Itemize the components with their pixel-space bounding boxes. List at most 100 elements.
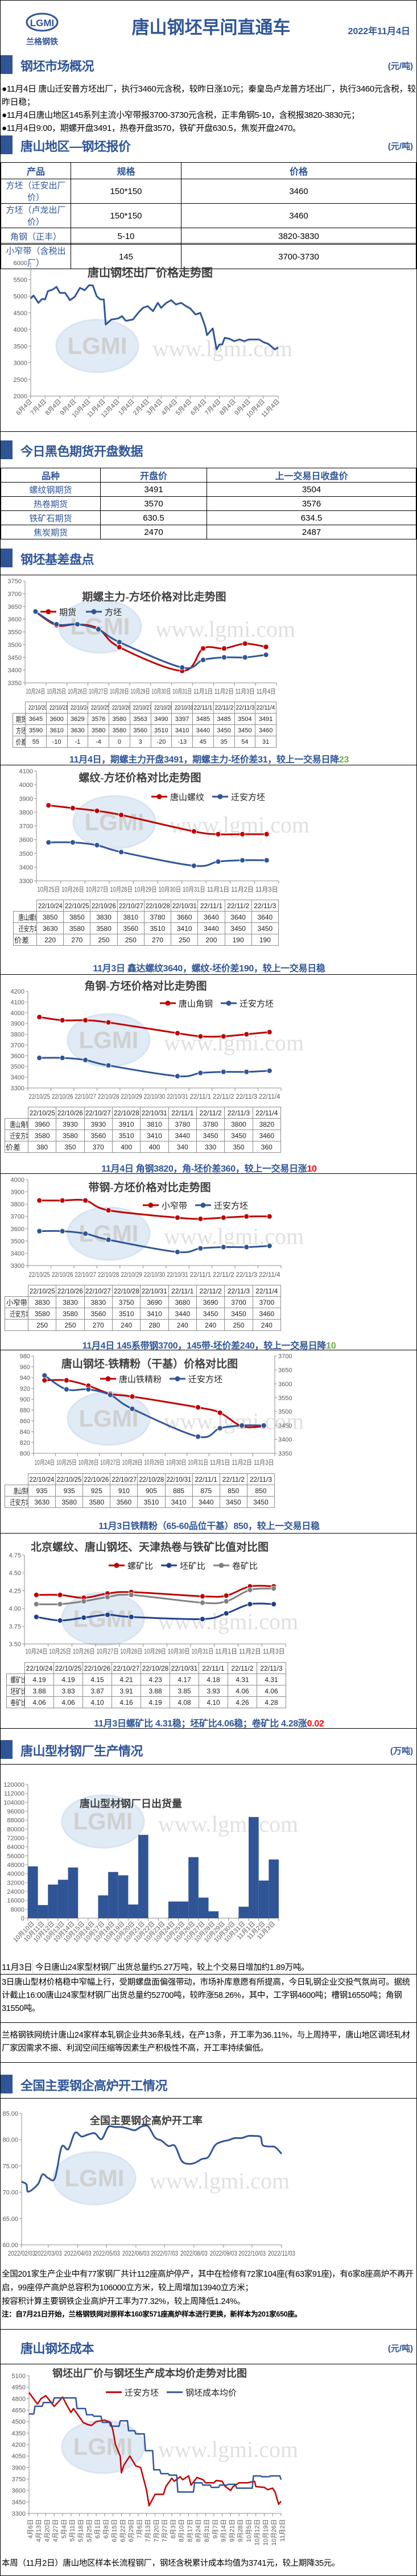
x-tick-label: 11月2日 — [214, 689, 234, 695]
y-tick-label: 104000 — [3, 1799, 24, 1806]
cell-value: 3460 — [252, 1308, 282, 1320]
watermark: LGMI www.lgmi.com — [61, 1794, 298, 1849]
y-tick-label: 860 — [20, 1418, 30, 1425]
table-header-row: 22/10/25 22/10/26 22/10/27 22/10/28 22/10/31… — [5, 1285, 282, 1297]
y-tick-label: 940 — [20, 1375, 30, 1382]
x-tick-label: 22/10/29 — [121, 1094, 142, 1101]
x-tick-label: 22/10/28 — [98, 1094, 119, 1101]
y-tick-label: 4000 — [11, 1177, 24, 1184]
x-tick-label: 10月30日 — [159, 887, 181, 893]
section-header-furnace: 全国主要钢企高炉开工情况 — [1, 2075, 416, 2093]
y-tick-label: 3750 — [12, 2476, 26, 2483]
cell-value: 3640 — [197, 911, 225, 923]
cell-value-text: 3.93 — [207, 1687, 220, 1695]
section-title: 全国主要钢企高炉开工情况 — [20, 2079, 168, 2093]
basis-table: 22/10/24 22/10/25 22/10/26 22/10/27 22/10/28… — [6, 1662, 286, 1708]
cell-value-text: 3680 — [175, 1298, 191, 1306]
cell-value-text: 3450 — [238, 727, 252, 734]
cell-value-text: 4.10 — [90, 1698, 104, 1707]
data-point — [243, 1069, 250, 1075]
x-tick-label: 22/11/3 — [236, 1094, 257, 1101]
cell-value-text: 4.26 — [236, 1698, 249, 1707]
column-date: 22/10/26 — [82, 1473, 111, 1485]
divider — [1, 1974, 416, 1975]
table-header-row: 22/10/24 22/10/25 22/10/26 22/10/27 22/10/28… — [13, 900, 279, 912]
cell-value-text: 3700 — [259, 1298, 275, 1306]
column-date: 22/10/28 — [141, 1662, 170, 1674]
cell-value-text: 3485 — [217, 715, 231, 723]
section-header-profile: 唐山型材钢厂生产情况 (万吨) — [1, 1740, 416, 1759]
furnace-text: 全国201家生产企业中有77家钢厂共计112座高炉停产，其中在检修有72家104… — [2, 2268, 416, 2320]
x-tick-label: 9月7日 — [212, 2519, 219, 2538]
data-point — [59, 1017, 65, 1023]
cell-value: 400 — [112, 1141, 141, 1153]
data-point — [220, 1069, 226, 1075]
cell-value: 4.26 — [228, 1696, 257, 1708]
section-title: 唐山地区—钢坯报价 — [20, 139, 131, 154]
cell-value: 3580 — [109, 724, 130, 736]
cell-value-text: 3910 — [118, 1120, 134, 1128]
column-date: 22/11/2 — [196, 1107, 225, 1119]
column-date: 22/10/24 — [27, 1473, 56, 1485]
table-row: 唐山螺纹 3850 3850 3830 3810 3780 3660 3640 3640 3640 — [13, 911, 279, 923]
cell-value-text: 3640 — [204, 913, 219, 921]
table-row: 螺矿比 4.19 4.19 4.15 4.21 4.23 4.17 4.18 4.31 4.31 — [6, 1674, 286, 1685]
table-header-row: 品种 开盘价 上一交易日收盘价 — [1, 468, 416, 483]
data-point — [94, 808, 100, 814]
x-tick-label: 8月31日 — [204, 2519, 210, 2542]
column-header: 品种 — [1, 468, 101, 483]
cell-value-text: -10 — [52, 738, 61, 745]
y-tick-label: 4000 — [19, 782, 33, 789]
legend-label: 小窄带 — [162, 1201, 187, 1211]
cell-value: 5-10 — [71, 228, 181, 245]
cell-value-text: 360 — [261, 1143, 273, 1151]
watermark-logo-text: LGMI — [73, 1808, 133, 1835]
y-tick-label: 2000 — [14, 393, 27, 400]
price-trend-chart: LGMI www.lgmi.com 2000 2500 3000 3500 4000 4500… — [1, 243, 416, 431]
bar — [48, 1884, 58, 1918]
y-tick-label: 3450 — [12, 2499, 26, 2506]
data-point — [266, 1068, 273, 1074]
legend-marker-icon — [46, 609, 51, 615]
y-tick-label: 3600 — [19, 837, 33, 844]
y-tick-label: 3800 — [11, 1201, 24, 1208]
cell-value-text: 3.88 — [32, 1687, 46, 1695]
bar — [118, 1875, 129, 1918]
data-point — [57, 1601, 63, 1608]
watermark: LGMI www.lgmi.com — [67, 1391, 304, 1446]
cell-value-text: 220 — [44, 935, 56, 944]
corner-cell — [5, 1473, 28, 1485]
data-point — [197, 1033, 204, 1040]
mill-utilization-paragraph: 兰格钢铁网统计唐山24家样本轧钢企业共36条轧线，在产13条，开工率为36.11… — [2, 2031, 410, 2053]
cell-value-text: 3491 — [258, 715, 273, 723]
x-tick-label: 10月26日 — [79, 1460, 99, 1466]
data-point — [263, 857, 270, 863]
x-tick-label: 22/11/2 — [213, 1094, 234, 1101]
table-row: 唐山铁精粉 935 935 925 910 905 885 875 850 850 — [5, 1485, 275, 1497]
chart-title: 北京螺纹、唐山钢坯、天津热卷与铁矿比值对比图 — [31, 1540, 269, 1553]
column-date-text: 22/10/25 — [65, 901, 89, 910]
watermark: LGMI www.lgmi.com — [67, 1206, 304, 1261]
column-date: 22/10/31 — [164, 1473, 193, 1485]
unit-label: (元/吨) — [387, 2344, 413, 2354]
cell-value-text: 3440 — [196, 727, 210, 734]
data-point — [195, 1433, 201, 1440]
cell-value: 3580 — [27, 1130, 57, 1141]
data-point — [240, 857, 246, 863]
legend-label: 螺矿比 — [127, 1561, 153, 1571]
watermark: LGMI www.lgmi.com — [72, 795, 309, 850]
data-point — [215, 831, 221, 837]
x-tick-label: 5月4日 — [175, 398, 193, 417]
data-point — [129, 1394, 135, 1400]
series-line — [39, 1057, 270, 1078]
bar — [249, 1817, 259, 1918]
y2-tick-label: 3500 — [278, 1409, 292, 1416]
column-date: 22/11/4 — [252, 1107, 282, 1119]
x-tick-label: 2022/08/03 — [180, 2251, 208, 2257]
cell-value-text: 3640 — [257, 913, 273, 921]
column-date: 22/11/1 — [197, 900, 225, 912]
cell-value-text: 3930 — [90, 1120, 106, 1128]
row-label: 价差 — [13, 934, 37, 946]
watermark-logo-text: LGMI — [65, 2165, 125, 2191]
cell-value: 3397 — [171, 713, 193, 725]
